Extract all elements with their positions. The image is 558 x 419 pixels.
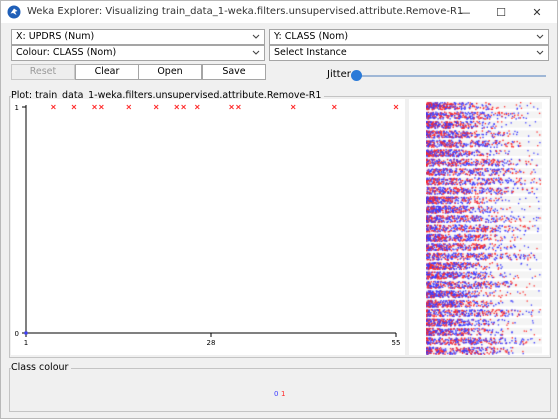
window-title: Weka Explorer: Visualizing train_data_1-…: [27, 6, 464, 17]
y-axis-select[interactable]: Y: CLASS (Nom): [269, 29, 549, 45]
data-point-class-1: [229, 104, 234, 110]
y-tick-label: 1: [15, 104, 19, 112]
data-point-class-1: [290, 104, 296, 110]
x-axis-select[interactable]: X: UPDRS (Num): [11, 29, 265, 45]
data-point-class-1: [393, 104, 399, 110]
select-instance-select[interactable]: Select Instance: [269, 45, 549, 61]
class-colour-frame: [9, 368, 551, 412]
clear-button[interactable]: Clear: [75, 64, 139, 80]
data-point-class-1: [51, 104, 56, 110]
class-colour-value-1[interactable]: 1: [281, 390, 286, 398]
chevron-down-icon: [536, 50, 544, 55]
jitter-slider-track[interactable]: [356, 75, 546, 77]
x-tick-label: 55: [392, 339, 401, 347]
attribute-strip-bars[interactable]: [426, 101, 542, 355]
scatter-plot[interactable]: 011 28 55: [11, 99, 405, 355]
title-bar: Weka Explorer: Visualizing train_data_1-…: [1, 1, 557, 23]
data-point-class-1: [92, 104, 97, 110]
data-point-class-0: [24, 331, 28, 335]
data-point-class-1: [181, 104, 186, 110]
data-point-class-1: [153, 104, 159, 110]
open-button[interactable]: Open: [138, 64, 202, 80]
minimize-button[interactable]: —: [459, 5, 471, 19]
y-tick-label: 0: [15, 330, 19, 338]
class-colour-value-0[interactable]: 0: [274, 390, 279, 398]
weka-bird-icon: [7, 5, 21, 19]
reset-button[interactable]: Reset: [11, 64, 75, 80]
data-point-class-1: [99, 104, 104, 110]
data-point-class-1: [194, 104, 200, 110]
colour-select[interactable]: Colour: CLASS (Nom): [11, 45, 265, 61]
data-point-class-1: [126, 104, 132, 110]
data-point-class-1: [71, 104, 77, 110]
plot-label: Plot: train_data_1-weka.filters.unsuperv…: [11, 90, 325, 101]
jitter-label: Jitter: [327, 69, 351, 80]
maximize-button[interactable]: ☐: [496, 5, 506, 19]
y-axis-select-value: Y: CLASS (Nom): [274, 31, 349, 42]
data-point-class-1: [174, 104, 180, 110]
chevron-down-icon: [252, 50, 260, 55]
scatter-plot-area[interactable]: 0 1 1 28 55: [11, 99, 405, 355]
data-point-class-1: [236, 104, 241, 110]
class-colour-label: Class colour: [11, 362, 72, 373]
data-point-class-1: [331, 104, 337, 110]
chevron-down-icon: [252, 34, 260, 39]
jitter-slider-thumb[interactable]: [351, 70, 362, 81]
select-instance-value: Select Instance: [274, 47, 347, 58]
close-button[interactable]: ✕: [532, 5, 542, 19]
x-tick-label: 28: [207, 339, 216, 347]
colour-select-value: Colour: CLASS (Nom): [16, 47, 117, 58]
x-axis-select-value: X: UPDRS (Num): [16, 31, 95, 42]
attribute-strip-panel: [409, 99, 549, 355]
chevron-down-icon: [536, 34, 544, 39]
x-tick-label: 1: [24, 339, 28, 347]
save-button[interactable]: Save: [202, 64, 266, 80]
